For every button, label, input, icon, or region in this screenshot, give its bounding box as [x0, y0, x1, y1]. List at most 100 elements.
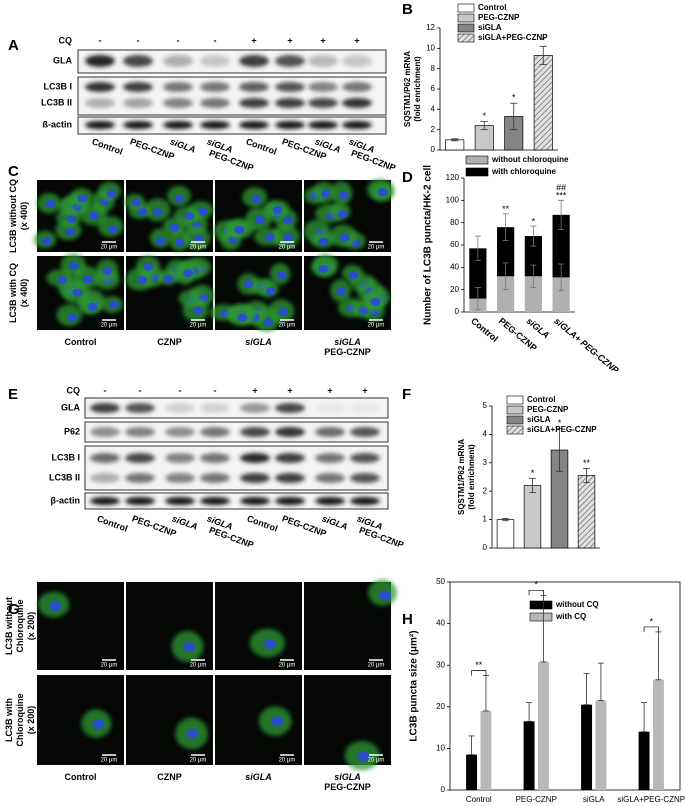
lane-label: Control — [246, 514, 279, 534]
nucleus — [276, 271, 287, 280]
legend-label: siGLA+PEG-CZNP — [478, 33, 548, 42]
blot-band — [240, 473, 270, 483]
column-label: siGLA — [245, 337, 272, 347]
lane-label: PEG-CZNP — [129, 137, 176, 162]
y-tick-label: 6 — [431, 84, 436, 93]
blot-band — [350, 427, 380, 437]
nucleus — [92, 719, 105, 730]
blot-band — [165, 403, 195, 413]
significance-mark: * — [531, 468, 535, 478]
legend-swatch — [506, 405, 524, 415]
y-tick-label: 4 — [483, 430, 488, 439]
y-tick-label: 0 — [431, 145, 436, 154]
error-bar — [474, 287, 481, 311]
column-label-line: Control — [65, 772, 97, 782]
treatment-sign: + — [362, 385, 367, 395]
nucleus — [272, 205, 283, 214]
y-tick-label: 30 — [436, 660, 445, 669]
blot-band — [275, 98, 305, 108]
lane-label-line: Control — [245, 137, 278, 157]
blot-band — [240, 427, 270, 437]
blot-band — [200, 403, 230, 413]
nucleus — [320, 189, 331, 198]
bar — [652, 679, 664, 790]
column-label-line: siGLA — [334, 337, 361, 347]
blot-band — [165, 453, 195, 463]
blot-row-label: LC3B I — [43, 81, 72, 91]
bar — [445, 139, 465, 151]
column-label: siGLA PEG-CZNP — [324, 337, 371, 357]
bar-segment — [552, 277, 570, 312]
lane-label-line: Control — [246, 514, 279, 534]
blot-band — [240, 453, 270, 463]
nucleus — [278, 308, 289, 317]
scale-bar-label: 20 μm — [368, 663, 385, 669]
nucleus — [348, 271, 359, 280]
lane-label: PEG-CZNP — [131, 514, 178, 539]
scale-bar-label: 20 μm — [368, 323, 385, 329]
panel-letter: A — [8, 37, 19, 54]
nucleus — [45, 199, 56, 208]
nucleus — [137, 207, 148, 216]
scale-bar-label: 20 μm — [190, 323, 207, 329]
nucleus — [197, 207, 208, 216]
blot-band — [85, 98, 115, 108]
error-bar — [539, 45, 547, 65]
blot-band — [315, 403, 345, 413]
blot-band — [275, 403, 305, 413]
legend-swatch — [506, 415, 524, 425]
error-bar — [468, 735, 475, 756]
scale-bar-label: 20 μm — [279, 758, 296, 764]
treatment-sign: - — [137, 35, 140, 45]
legend-swatch — [529, 600, 553, 610]
blot-band — [239, 82, 269, 92]
scale-bar-label: 20 μm — [368, 758, 385, 764]
column-label: CZNP — [157, 337, 182, 347]
blot-band — [90, 427, 120, 437]
blot-band — [123, 98, 153, 108]
blot-band — [123, 55, 153, 67]
row-label-line: LC3B without CQ — [8, 179, 18, 253]
nucleus — [82, 275, 93, 284]
blot-band — [90, 497, 120, 505]
blot-band — [123, 121, 153, 129]
panel-letter: G — [8, 601, 20, 618]
scale-bar-label: 20 μm — [101, 245, 118, 251]
blot-band — [315, 473, 345, 483]
nucleus — [57, 276, 68, 285]
error-bar — [451, 138, 459, 142]
nucleus — [72, 288, 83, 297]
lane-label: PEG-CZNP — [281, 514, 328, 539]
blot-row-label: LC3B I — [51, 452, 80, 462]
significance-mark: * — [541, 36, 545, 46]
nucleus — [357, 751, 370, 762]
lane-label-line: Control — [96, 514, 129, 534]
treatment-sign: + — [320, 35, 325, 45]
significance-mark: ## — [556, 183, 566, 193]
row-label: LC3B without CQ(x 400) — [8, 179, 29, 253]
significance-mark: * — [482, 111, 486, 121]
bar — [466, 754, 478, 790]
nucleus — [169, 223, 180, 232]
legend-label: without CQ — [555, 600, 599, 609]
lane-label: Control — [91, 137, 124, 157]
nucleus — [337, 210, 348, 219]
scale-bar-label: 20 μm — [190, 245, 207, 251]
nucleus — [174, 194, 185, 203]
nucleus — [184, 212, 195, 221]
row-label-line: (x 200) — [26, 706, 36, 735]
bar — [638, 731, 650, 790]
nucleus — [186, 728, 199, 739]
blot-band — [350, 497, 380, 505]
blot-band — [125, 427, 155, 437]
lane-label: siGLAPEG-CZNP — [344, 137, 400, 174]
blot-band — [350, 403, 380, 413]
y-tick-label: 5 — [483, 401, 488, 410]
column-label: Control — [65, 772, 97, 782]
micrograph — [126, 582, 213, 670]
blot-band — [163, 121, 193, 129]
blot-band — [315, 453, 345, 463]
significance-bracket — [643, 626, 659, 632]
row-label-line: Chloroquine — [15, 600, 25, 653]
nucleus — [271, 716, 284, 727]
